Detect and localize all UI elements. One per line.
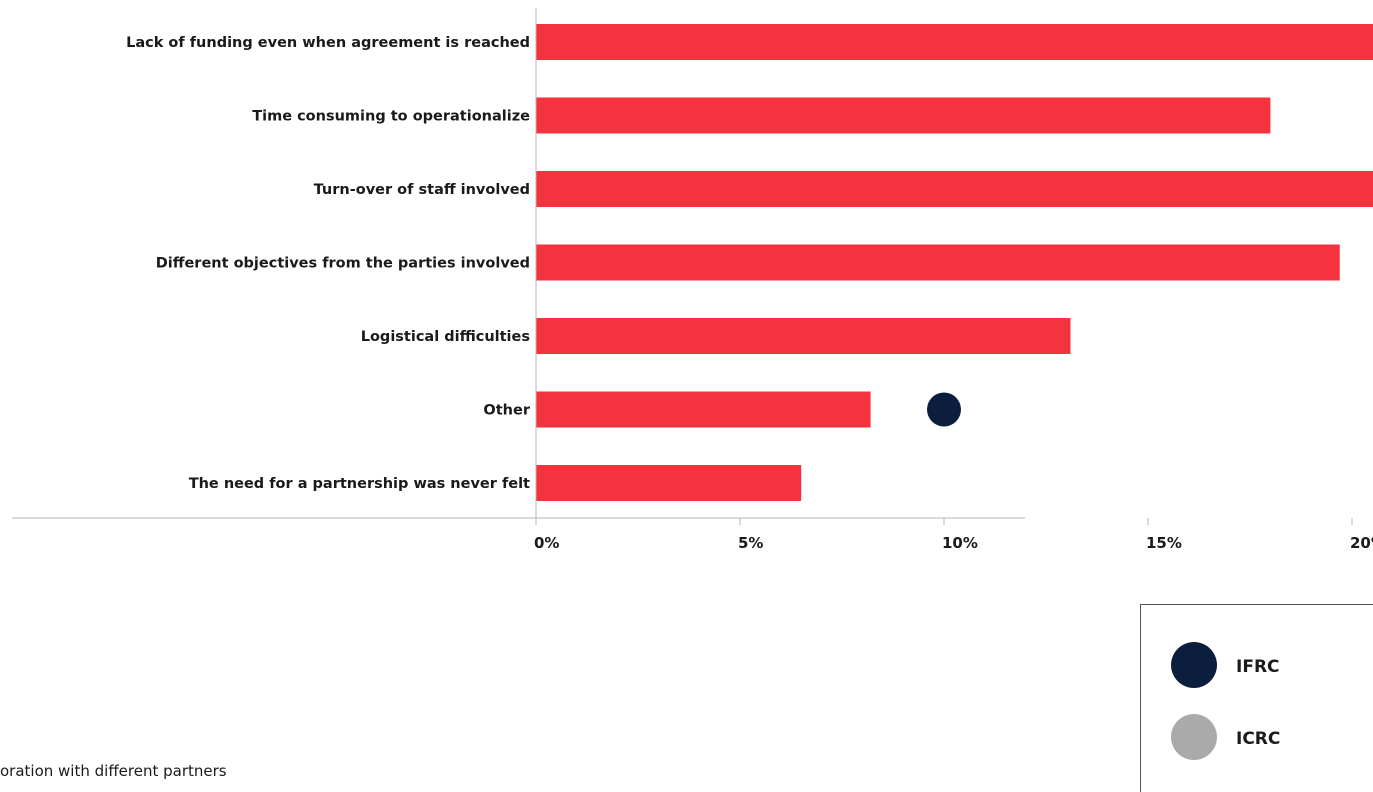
bar-5: [536, 391, 871, 428]
bar-2: [536, 171, 1373, 207]
category-label-0: Lack of funding even when agreement is r…: [126, 35, 530, 51]
marker-ifrc: [927, 392, 961, 427]
legend-label-ifrc: IFRC: [1236, 657, 1280, 677]
legend-swatch-ifrc: [1171, 642, 1217, 688]
bar-1: [536, 97, 1271, 134]
category-label-4: Logistical difficulties: [361, 329, 530, 345]
x-tick-label-3: 15%: [1146, 534, 1182, 552]
category-label-5: Other: [483, 403, 530, 419]
x-tick-label-0: 0%: [534, 534, 559, 552]
category-label-2: Turn-over of staff involved: [314, 182, 530, 198]
category-labels: Lack of funding even when agreement is r…: [126, 35, 531, 492]
markers-layer: [927, 392, 961, 427]
legend: IFRC ICRC: [1140, 604, 1373, 792]
caption-text: oration with different partners: [0, 762, 227, 780]
x-tick-label-1: 5%: [738, 534, 763, 552]
x-axis-ticks: 0% 5% 10% 15% 20%: [534, 518, 1373, 552]
x-tick-label-4: 20%: [1350, 534, 1373, 552]
legend-label-icrc: ICRC: [1236, 729, 1280, 749]
legend-swatch-icrc: [1171, 714, 1217, 760]
bars-layer: [536, 24, 1373, 501]
legend-box: [1140, 604, 1373, 792]
bar-6: [536, 465, 802, 501]
x-tick-label-2: 10%: [942, 534, 978, 552]
bar-4: [536, 318, 1071, 354]
bar-0: [536, 24, 1373, 60]
bar-3: [536, 244, 1340, 281]
category-label-3: Different objectives from the parties in…: [156, 256, 530, 272]
category-label-1: Time consuming to operationalize: [252, 109, 530, 125]
category-label-6: The need for a partnership was never fel…: [189, 476, 530, 492]
